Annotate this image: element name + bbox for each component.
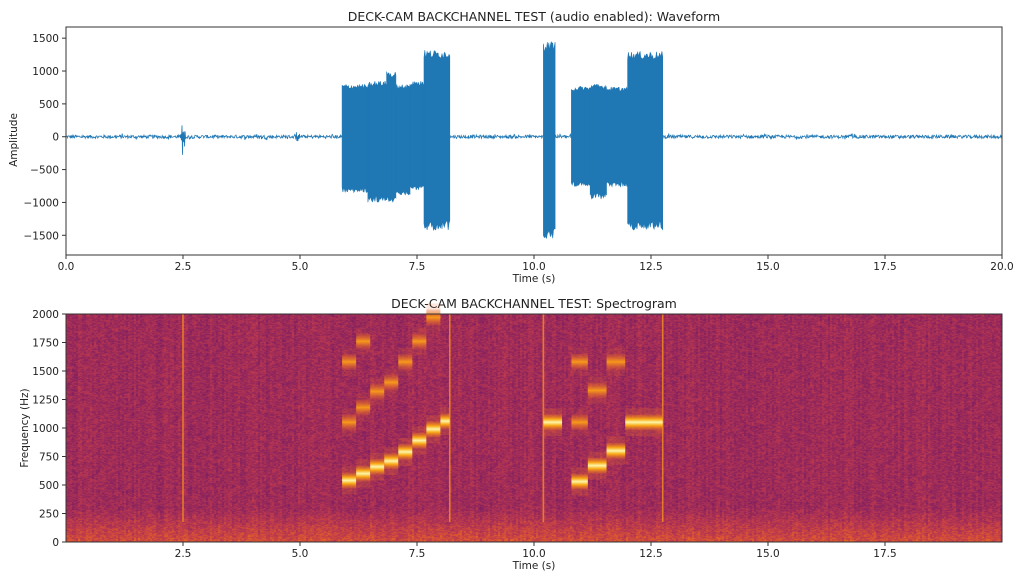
waveform-burst-1 xyxy=(367,80,387,203)
waveform-xtick-label: 0.0 xyxy=(58,261,75,273)
waveform-burst-10 xyxy=(627,51,664,231)
waveform-burst-9 xyxy=(606,86,628,188)
spectrogram-image xyxy=(66,314,1002,542)
waveform-burst-3 xyxy=(395,84,411,196)
spectrogram-tone xyxy=(398,353,413,370)
waveform-xtick-label: 17.5 xyxy=(873,261,896,273)
spectrogram-ytick-label: 1500 xyxy=(32,366,59,378)
spectrogram-transient-line xyxy=(182,314,184,522)
waveform-burst-0 xyxy=(341,83,369,194)
spectrogram-xlabel: Time (s) xyxy=(512,560,556,572)
waveform-burst-6 xyxy=(543,41,556,239)
waveform-ytick-label: −500 xyxy=(30,165,59,177)
waveform-xtick-label: 7.5 xyxy=(409,261,426,273)
waveform-noise-line xyxy=(65,125,1003,155)
spectrogram-tone xyxy=(606,353,626,370)
spectrogram-xtick-label: 10.0 xyxy=(522,548,545,560)
spectrogram-ytick-label: 750 xyxy=(39,452,59,464)
spectrogram-tone xyxy=(370,383,385,400)
spectrogram-tone xyxy=(571,473,588,490)
spectrogram-tone xyxy=(426,421,441,438)
spectrogram-tone xyxy=(440,413,450,430)
spectrogram-ytick-label: 2000 xyxy=(32,309,59,321)
spectrogram-ytick-label: 1750 xyxy=(32,338,59,350)
waveform-ytick-label: −1000 xyxy=(23,197,59,209)
waveform-ytick-label: 0 xyxy=(52,132,59,144)
spectrogram-tone xyxy=(571,414,588,431)
spectrogram-axes-frame xyxy=(65,313,1003,543)
waveform-burst-4 xyxy=(409,81,425,191)
spectrogram-tone xyxy=(587,457,607,474)
spectrogram-xtick-label: 12.5 xyxy=(639,548,662,560)
spectrogram-tone xyxy=(426,309,441,326)
spectrogram-ytick-label: 250 xyxy=(39,509,59,521)
spectrogram-tone xyxy=(356,465,371,482)
spectrogram-tone xyxy=(384,374,399,391)
waveform-xtick-label: 15.0 xyxy=(756,261,779,273)
spectrogram-tone xyxy=(543,414,563,431)
spectrogram-tone xyxy=(587,382,607,399)
waveform-xtick-label: 12.5 xyxy=(639,261,662,273)
spectrogram-tone xyxy=(412,432,427,449)
waveform-burst-2 xyxy=(386,71,397,203)
waveform-ytick-label: 500 xyxy=(39,99,59,111)
spectrogram-tone xyxy=(356,399,371,416)
spectrogram-tone xyxy=(606,442,626,459)
spectrogram-tone xyxy=(571,353,588,370)
waveform-axes-frame xyxy=(65,26,1003,256)
waveform-title: DECK-CAM BACKCHANNEL TEST (audio enabled… xyxy=(347,9,721,24)
waveform-xtick-label: 5.0 xyxy=(292,261,309,273)
spectrogram-tone xyxy=(625,414,663,431)
waveform-ytick-label: 1500 xyxy=(32,33,59,45)
waveform-burst-7 xyxy=(571,86,591,187)
waveform-xlabel: Time (s) xyxy=(512,273,556,285)
spectrogram-ytick-label: 500 xyxy=(39,480,59,492)
waveform-burst-5 xyxy=(423,50,451,232)
waveform-ytick-label: −1500 xyxy=(23,230,59,242)
spectrogram-transient-line xyxy=(448,314,451,522)
waveform-xtick-label: 2.5 xyxy=(175,261,192,273)
spectrogram-ytick-label: 1250 xyxy=(32,395,59,407)
waveform-xtick-label: 10.0 xyxy=(522,261,545,273)
waveform-burst-8 xyxy=(589,83,607,200)
spectrogram-tone xyxy=(342,414,357,431)
spectrogram-tone xyxy=(398,443,413,460)
spectrogram-tone xyxy=(342,472,357,489)
spectrogram-tone xyxy=(384,453,399,470)
spectrogram-xtick-label: 15.0 xyxy=(756,548,779,560)
spectrogram-xtick-label: 2.5 xyxy=(175,548,192,560)
spectrogram-title: DECK-CAM BACKCHANNEL TEST: Spectrogram xyxy=(391,296,677,311)
spectrogram-tone xyxy=(342,353,357,370)
spectrogram-tone xyxy=(370,458,385,475)
spectrogram-ytick-label: 0 xyxy=(52,537,59,549)
waveform-xtick-label: 20.0 xyxy=(990,261,1013,273)
spectrogram-xtick-label: 7.5 xyxy=(409,548,426,560)
spectrogram-xtick-label: 17.5 xyxy=(873,548,896,560)
spectrogram-ytick-label: 1000 xyxy=(32,423,59,435)
spectrogram-tone xyxy=(356,333,371,350)
spectrogram-tone xyxy=(412,333,427,350)
waveform-ytick-label: 1000 xyxy=(32,66,59,78)
spectrogram-xtick-label: 5.0 xyxy=(292,548,309,560)
